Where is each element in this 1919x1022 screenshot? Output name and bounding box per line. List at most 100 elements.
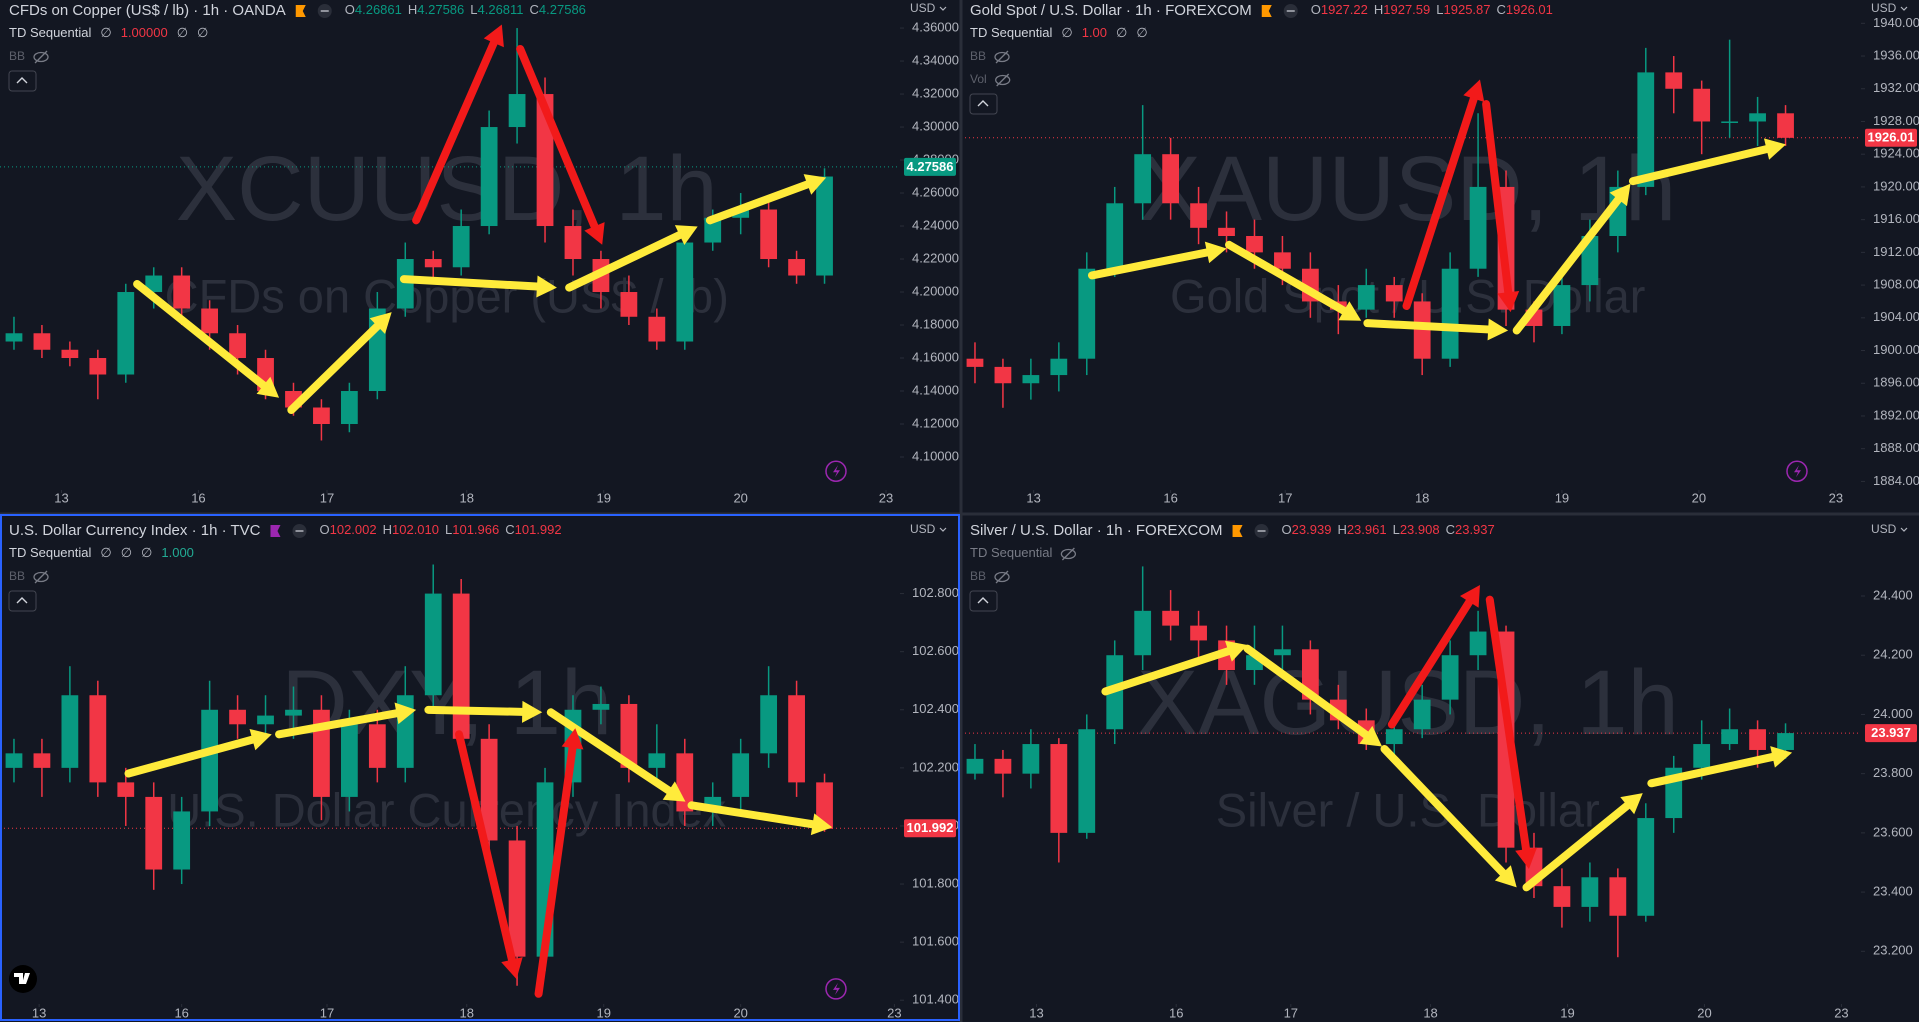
indicator-param: ∅: [100, 25, 111, 40]
candle-body: [1274, 252, 1291, 269]
alert-icon[interactable]: [825, 978, 847, 1000]
annotation-arrow-line: [687, 801, 817, 829]
indicator-row[interactable]: TD Sequential ∅ 1.00 ∅ ∅: [970, 25, 1148, 40]
x-tick-label: 16: [191, 490, 205, 505]
eye-icon: [995, 74, 1011, 86]
ohlc-value: 4.26861: [355, 2, 402, 17]
overlay-label[interactable]: BB: [9, 569, 25, 583]
symbol-title[interactable]: Silver / U.S. Dollar · 1h · FOREXCOM: [970, 522, 1223, 539]
overlay-label[interactable]: BB: [970, 569, 986, 583]
symbol-title[interactable]: Gold Spot / U.S. Dollar · 1h · FOREXCOM: [970, 2, 1252, 19]
currency-label[interactable]: USD: [910, 1, 936, 15]
y-tick-label: 4.32000: [912, 85, 959, 100]
candle-body: [508, 840, 526, 957]
candle-body: [1469, 186, 1487, 269]
currency-label[interactable]: USD: [1871, 1, 1897, 15]
x-tick-label: 23: [1834, 1005, 1848, 1020]
candle-body: [424, 593, 442, 696]
indicator-row[interactable]: TD Sequential: [970, 545, 1052, 560]
y-tick-label: 4.10000: [912, 448, 959, 463]
candle-body: [61, 695, 79, 768]
y-tick-label: 23.200: [1873, 943, 1913, 958]
symbol-title[interactable]: CFDs on Copper (US$ / lb) · 1h · OANDA: [9, 2, 286, 19]
ohlc-values: O1927.22 H1927.59 L1925.87 C1926.01: [1311, 2, 1553, 17]
ohlc-value: 101.966: [452, 522, 499, 537]
currency-label[interactable]: USD: [910, 522, 936, 536]
candle-body: [994, 758, 1012, 774]
candle-body: [1665, 72, 1683, 89]
y-tick-label: 102.200: [912, 759, 959, 774]
overlay-label[interactable]: BB: [9, 49, 25, 63]
annotation-arrow-line: [705, 180, 812, 225]
candle-body: [966, 758, 984, 774]
candle-body: [1050, 358, 1068, 376]
alert-bolt: [832, 982, 840, 995]
collapse-button[interactable]: [8, 70, 37, 92]
x-tick-label: 16: [174, 1005, 188, 1020]
y-tick-label: 1900.00: [1873, 342, 1919, 357]
annotation-arrow-line: [1402, 94, 1478, 310]
candle-body: [1749, 113, 1766, 122]
alert-icon[interactable]: [1786, 460, 1808, 482]
candle-body: [452, 593, 470, 739]
y-tick-label: 23.600: [1873, 824, 1913, 839]
watermark-description: U.S. Dollar Currency Index: [167, 783, 726, 836]
ohlc-value: 4.27586: [539, 2, 586, 17]
collapse-button[interactable]: [969, 93, 998, 115]
y-tick-label: 1892.00: [1873, 407, 1919, 422]
annotation-arrow-head: [1459, 584, 1480, 608]
y-tick-label: 4.12000: [912, 415, 959, 430]
ohlc-value: 101.992: [515, 522, 562, 537]
y-tick-label: 1912.00: [1873, 244, 1919, 259]
indicator-param: ∅: [141, 545, 152, 560]
collapse-button[interactable]: [8, 590, 37, 612]
y-tick-label: 24.400: [1873, 587, 1913, 602]
y-tick-label: 1940.00: [1873, 15, 1919, 30]
ohlc-value: 102.010: [392, 522, 439, 537]
overlay-label[interactable]: BB: [970, 49, 986, 63]
x-tick-label: 13: [32, 1005, 46, 1020]
alert-icon[interactable]: [825, 460, 847, 482]
candle-body: [1106, 203, 1124, 269]
symbol-title[interactable]: U.S. Dollar Currency Index · 1h · TVC: [9, 522, 261, 539]
y-tick-label: 1932.00: [1873, 80, 1919, 95]
indicator-row[interactable]: TD Sequential ∅ ∅ ∅ 1.000: [9, 545, 194, 560]
last-price-label: 23.937: [1871, 725, 1911, 740]
collapse-button[interactable]: [969, 590, 998, 612]
candle-body: [620, 703, 638, 768]
indicator-param: ∅: [100, 545, 111, 560]
candle-body: [648, 316, 666, 342]
annotation-arrow-head: [501, 957, 523, 980]
candle-body: [340, 391, 358, 425]
candle-body: [676, 242, 694, 342]
annotation-arrow-head: [1338, 301, 1362, 321]
candle-body: [1022, 375, 1040, 384]
ohlc-value: 4.27586: [417, 2, 464, 17]
candle-body: [1441, 655, 1459, 700]
indicator-param: ∅: [177, 25, 188, 40]
overlay-label[interactable]: Vol: [970, 72, 987, 86]
currency-label[interactable]: USD: [1871, 522, 1897, 536]
currency-chevron: [939, 6, 947, 11]
candle-body: [1050, 744, 1068, 833]
candle-body: [760, 209, 778, 260]
candle-body: [1357, 285, 1375, 310]
candle-body: [368, 724, 386, 768]
candle-body: [1637, 818, 1655, 916]
ohlc-value: 23.961: [1347, 522, 1387, 537]
annotation-arrow-head: [1204, 241, 1227, 264]
annotation-arrow-line: [412, 38, 498, 225]
indicator-name: TD Sequential: [9, 25, 91, 40]
annotation-arrow-head: [483, 24, 504, 48]
annotation-arrow-line: [124, 735, 257, 778]
candle-body: [480, 127, 498, 227]
indicator-row[interactable]: TD Sequential ∅ 1.00000 ∅ ∅: [9, 25, 208, 40]
symbol-flag: [1232, 525, 1243, 537]
y-tick-label: 24.000: [1873, 706, 1913, 721]
active-panel-border: [0, 514, 960, 1021]
indicator-param: ∅: [1061, 25, 1072, 40]
candle-body: [564, 226, 582, 260]
indicator-param: ∅: [1116, 25, 1127, 40]
candle-body: [452, 226, 470, 268]
